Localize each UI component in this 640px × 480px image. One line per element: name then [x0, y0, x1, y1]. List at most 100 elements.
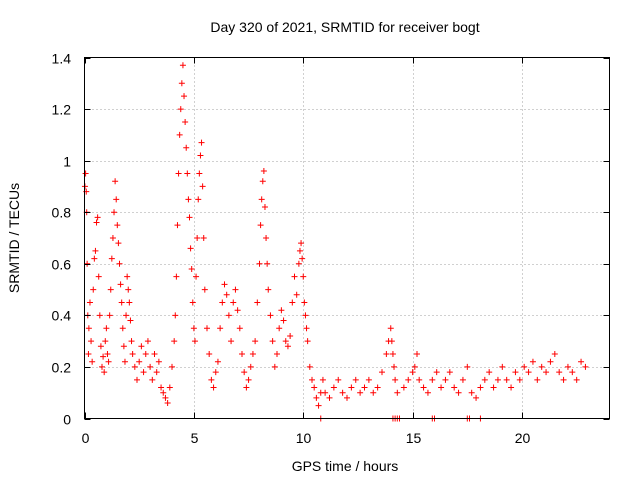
data-point [424, 389, 431, 396]
data-point [582, 363, 589, 370]
data-point [249, 351, 256, 358]
data-point [344, 394, 350, 401]
data-point [298, 240, 305, 247]
data-point [147, 363, 154, 370]
data-point [193, 273, 200, 280]
data-point [525, 369, 532, 376]
data-point [191, 338, 198, 345]
data-point [189, 299, 196, 306]
data-point [260, 167, 267, 174]
data-point [516, 376, 523, 383]
data-point [120, 343, 127, 350]
data-point [309, 376, 315, 383]
data-point [322, 389, 329, 396]
data-point [389, 351, 396, 358]
data-point [269, 338, 276, 345]
data-point [153, 369, 160, 376]
data-point [508, 384, 515, 391]
data-point [142, 351, 149, 358]
data-point [228, 338, 235, 345]
data-point [304, 338, 311, 345]
data-point [206, 351, 213, 358]
data-point [91, 255, 98, 262]
data-point [257, 222, 264, 229]
data-point [433, 369, 440, 376]
data-point [89, 358, 96, 365]
data-point [177, 106, 184, 113]
data-point [556, 369, 563, 376]
x-tick-label: 10 [296, 430, 312, 446]
data-point [201, 286, 208, 293]
y-tick-label: 1.2 [52, 102, 72, 118]
data-point [138, 343, 145, 350]
y-tick-label: 0.2 [52, 360, 72, 376]
data-point [204, 325, 210, 332]
data-point [405, 376, 412, 383]
data-point [196, 170, 203, 177]
data-point [131, 363, 138, 370]
data-point [291, 273, 298, 280]
data-point [446, 369, 453, 376]
data-point [264, 260, 271, 267]
data-point [107, 286, 114, 293]
data-point [459, 376, 466, 383]
data-point [538, 363, 545, 370]
data-point [429, 376, 436, 383]
data-point [326, 394, 333, 401]
data-point [223, 291, 230, 298]
data-point [103, 325, 110, 332]
data-point [129, 351, 136, 358]
data-point [486, 369, 493, 376]
data-point [503, 376, 510, 383]
data-point [267, 312, 274, 319]
grid [84, 57, 610, 419]
data-point [287, 332, 294, 339]
data-point [547, 358, 554, 365]
data-point [140, 369, 147, 376]
data-point [400, 384, 407, 391]
data-point [374, 384, 381, 391]
data-point [560, 376, 567, 383]
data-point [529, 358, 536, 365]
data-point [512, 369, 519, 376]
data-point [295, 260, 302, 267]
data-point [573, 376, 580, 383]
data-point [183, 144, 190, 151]
data-point [212, 369, 219, 376]
data-point [119, 325, 126, 332]
data-point [319, 376, 326, 383]
data-point [84, 260, 91, 267]
data-point [82, 170, 89, 177]
data-point [411, 363, 418, 370]
data-point [481, 376, 488, 383]
data-point [155, 358, 162, 365]
data-point [106, 312, 113, 319]
data-points [81, 62, 589, 422]
data-point [187, 245, 194, 252]
data-point [182, 118, 189, 125]
y-tick-label: 0.4 [52, 308, 72, 324]
data-point [438, 384, 445, 391]
data-point [383, 351, 390, 358]
data-point [234, 307, 241, 314]
data-point [104, 351, 111, 358]
data-point [414, 351, 420, 358]
data-point [451, 384, 458, 391]
data-point [144, 338, 151, 345]
data-point [151, 351, 158, 358]
data-point [280, 317, 287, 324]
data-point [184, 170, 191, 177]
data-point [494, 376, 501, 383]
data-point [315, 402, 322, 409]
data-point [569, 369, 576, 376]
y-tick-label: 0.6 [52, 257, 72, 273]
data-point [259, 178, 266, 185]
data-point [306, 363, 313, 370]
data-point [208, 376, 215, 383]
data-point [124, 273, 131, 280]
data-point [387, 325, 394, 332]
data-point [232, 286, 239, 293]
data-point [123, 312, 130, 319]
data-point [210, 384, 217, 391]
data-point [564, 363, 571, 370]
